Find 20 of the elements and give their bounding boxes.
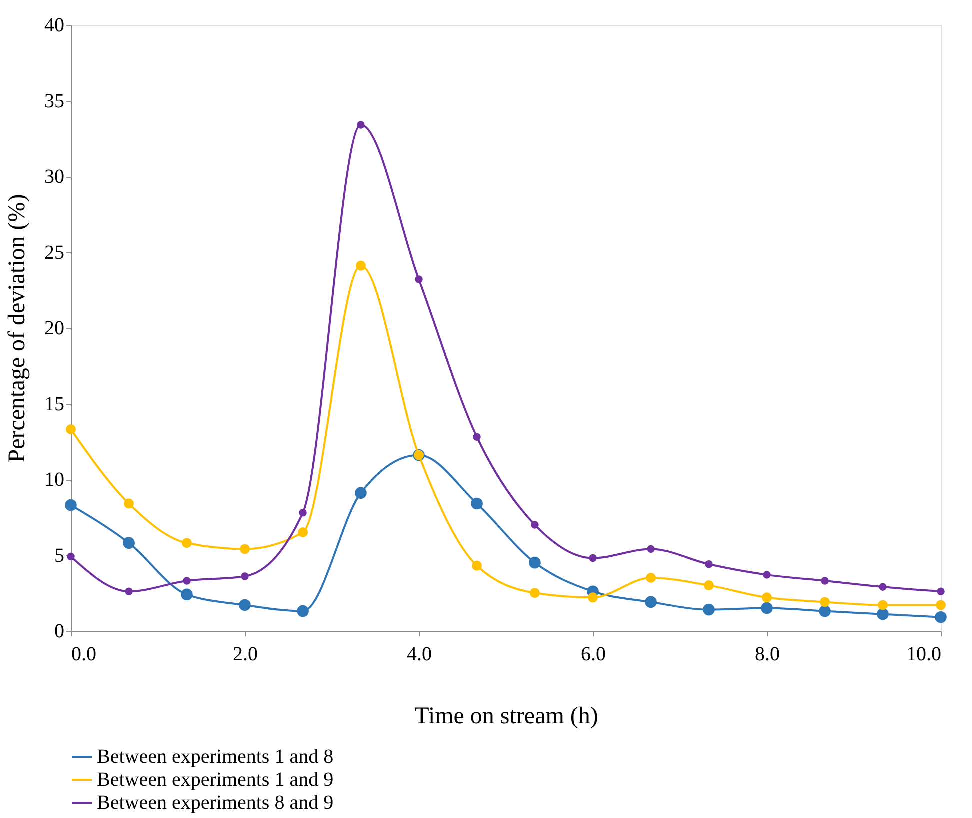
x-tick-label: 8.0: [755, 644, 780, 666]
y-tick-label: 0: [54, 620, 64, 642]
x-tick-label: 4.0: [407, 644, 432, 666]
x-tick-label: 2.0: [233, 644, 258, 666]
legend-label: Between experiments 1 and 9: [97, 769, 334, 791]
y-tick-label: 5: [54, 544, 64, 567]
x-axis-title: Time on stream (h): [414, 704, 598, 730]
x-tick-label: 0.0: [72, 644, 96, 666]
x-tick-label: 6.0: [581, 644, 606, 666]
x-tick-label: 10.0: [906, 644, 942, 666]
y-axis-title: Percentage of deviation (%): [4, 194, 30, 463]
y-tick-label: 10: [44, 469, 64, 491]
legend-label: Between experiments 1 and 8: [97, 746, 334, 768]
y-tick-label: 15: [44, 393, 64, 416]
y-tick-label: 40: [44, 14, 64, 36]
y-tick-label: 30: [44, 166, 64, 188]
y-tick-label: 20: [44, 318, 64, 340]
y-tick-label: 25: [44, 242, 64, 264]
y-tick-label: 35: [44, 90, 64, 112]
legend-label: Between experiments 8 and 9: [97, 792, 334, 814]
